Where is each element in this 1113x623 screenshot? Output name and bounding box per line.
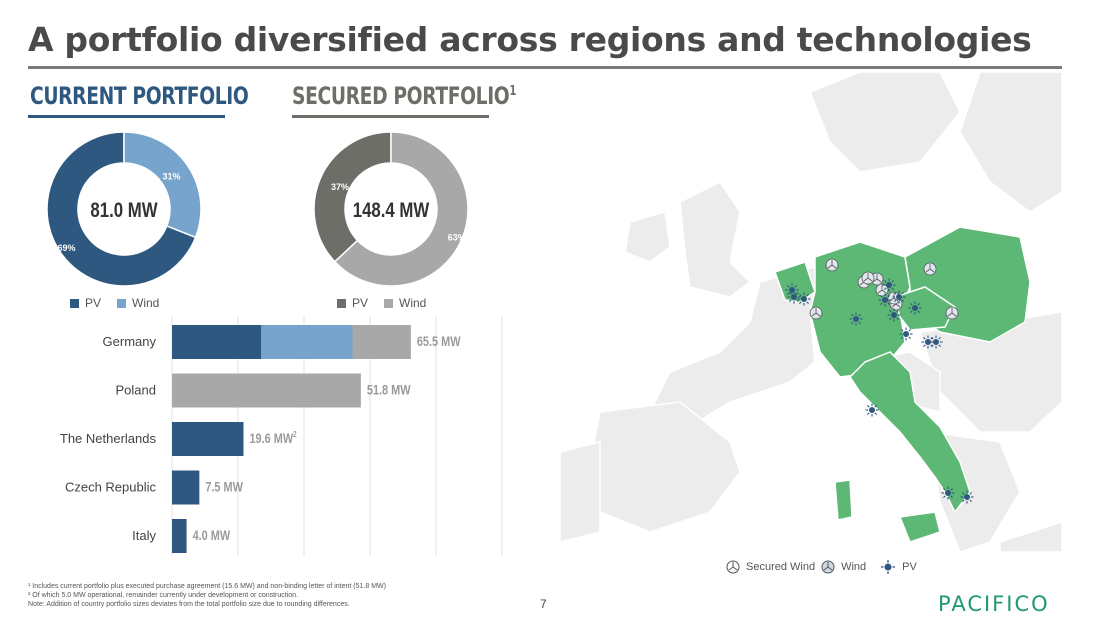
bar-segment [172, 470, 200, 505]
bar-segment [172, 519, 187, 553]
current-portfolio-heading: CURRENT PORTFOLIO [30, 82, 249, 110]
current-portfolio-heading-text: CURRENT PORTFOLIO [30, 82, 249, 110]
donut-slice-label: 63% [448, 232, 466, 242]
map-portfolio-countries [774, 226, 1031, 543]
map-sicily [898, 511, 941, 543]
pv-icon [878, 293, 892, 307]
pv-icon [785, 283, 799, 297]
bar-category-label: The Netherlands [60, 431, 157, 446]
donut-slice-pv [46, 131, 197, 287]
map-legend-wind: Wind [841, 561, 867, 573]
donut-slice-wind [333, 131, 469, 287]
footnote-2: ² Of which 5.0 MW operational, remainder… [28, 592, 299, 599]
wind-icon [861, 271, 875, 285]
pv-icon [941, 486, 955, 500]
bar-segment [352, 325, 411, 359]
current-heading-rule [28, 115, 225, 118]
map-netherlands [774, 261, 816, 303]
legend-swatch-wind [117, 298, 127, 308]
country-bar-chart: Germany 65.5 MW Poland 51.8 MW The Netherlan… [60, 316, 503, 556]
secured-portfolio-heading-text: SECURED PORTFOLIO [292, 82, 510, 110]
secured-portfolio-heading: SECURED PORTFOLIO1 [292, 82, 516, 110]
donut-center-label: 81.0 MW [90, 199, 157, 222]
secured-heading-sup: 1 [509, 84, 516, 99]
bar-category-label: Poland [116, 383, 156, 398]
wind-icon [875, 283, 889, 297]
map-italy [849, 351, 971, 514]
wind-icon [945, 306, 959, 320]
map-czech-republic [894, 286, 956, 331]
current-donut-legend: PV Wind [70, 296, 159, 310]
legend-label-wind: Wind [132, 296, 160, 310]
bar-segment [172, 373, 361, 408]
bar-category-label: Czech Republic [65, 480, 157, 495]
bar-total-label: 51.8 MW [367, 382, 411, 398]
pv-icon [881, 560, 896, 574]
bar-segment [172, 325, 262, 359]
bar-category-label: Italy [132, 528, 156, 543]
legend-label-pv: PV [352, 296, 369, 310]
pv-icon [899, 327, 913, 341]
map-legend-pv: PV [902, 561, 917, 573]
map-legend-secured-wind: Secured Wind [746, 561, 816, 573]
pv-icon [849, 312, 863, 326]
bar-total-label: 65.5 MW [417, 334, 461, 350]
pacifico-logo: PACIFICO [938, 592, 1050, 616]
pv-icon [960, 490, 974, 504]
legend-swatch-wind [384, 298, 394, 308]
legend-label-pv: PV [85, 296, 102, 310]
legend-swatch-pv [70, 298, 79, 308]
map-legend: Secured Wind Wind PV [726, 560, 917, 574]
page-title: A portfolio diversified across regions a… [28, 20, 1032, 59]
wind-icon [825, 258, 839, 272]
europe-map [560, 72, 1062, 552]
wind-icon [821, 560, 835, 574]
donut-slice-label: 37% [331, 182, 349, 192]
pv-icon [887, 308, 901, 322]
page-number: 7 [540, 597, 547, 611]
bar-category-label: Germany [103, 334, 157, 349]
current-portfolio-donut: 69% 31% 81.0 MW [46, 131, 202, 287]
secured-wind-icon [726, 560, 740, 574]
footnotes: ¹ Includes current portfolio plus execut… [28, 582, 386, 609]
donut-slice-wind [123, 131, 202, 239]
bar-segment [172, 422, 244, 456]
footnote-1: ¹ Includes current portfolio plus execut… [28, 583, 386, 590]
footnote-note: Note: Addition of country portfolio size… [28, 601, 350, 608]
legend-label-wind: Wind [399, 296, 427, 310]
pv-icon [929, 335, 943, 349]
title-rule [28, 66, 1062, 69]
pv-icon [908, 301, 922, 315]
bar-total-label: 7.5 MW [205, 479, 243, 495]
bar-segment [261, 325, 353, 359]
donut-slice-pv [313, 131, 392, 263]
wind-icon [923, 262, 937, 276]
legend-swatch-pv [337, 298, 346, 308]
pv-icon [921, 335, 935, 349]
map-land-grey [560, 72, 1062, 552]
secured-portfolio-donut: 37% 63% 148.4 MW [313, 131, 469, 287]
donut-slice-label: 69% [58, 243, 76, 253]
pv-icon [882, 278, 896, 292]
donut-slice-label: 31% [163, 172, 181, 182]
secured-heading-rule [292, 115, 489, 118]
bar-total-label: 19.6 MW2 [249, 430, 296, 446]
pv-icon [865, 403, 879, 417]
map-sardinia [834, 479, 853, 521]
pv-icon [787, 290, 801, 304]
pv-icon [892, 290, 906, 304]
wind-icon [809, 306, 823, 320]
bar-total-label: 4.0 MW [193, 528, 231, 544]
secured-donut-legend: PV Wind [337, 296, 426, 310]
pv-icon [797, 292, 811, 306]
donut-center-label: 148.4 MW [353, 199, 430, 222]
